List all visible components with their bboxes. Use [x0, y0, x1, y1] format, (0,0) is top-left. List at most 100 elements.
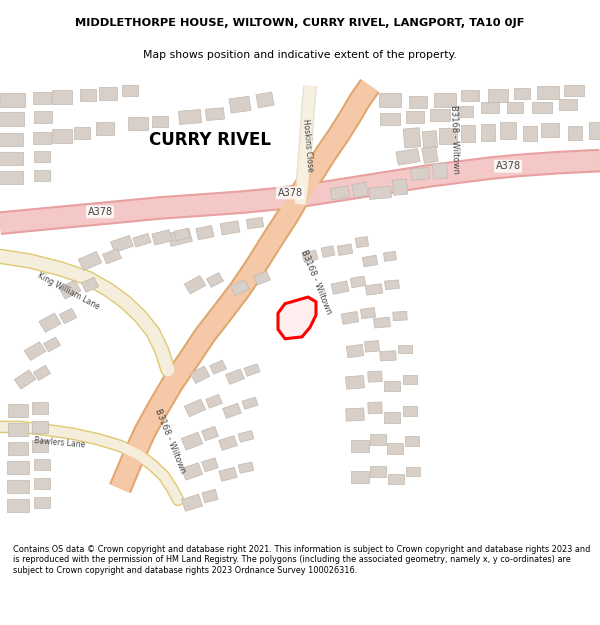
Polygon shape — [387, 444, 403, 454]
Polygon shape — [350, 276, 366, 288]
Polygon shape — [34, 366, 50, 381]
Text: King William Lane: King William Lane — [35, 271, 100, 311]
Polygon shape — [34, 459, 50, 471]
Polygon shape — [229, 96, 251, 113]
Polygon shape — [410, 168, 430, 180]
Polygon shape — [346, 344, 364, 357]
Polygon shape — [380, 112, 400, 125]
Polygon shape — [461, 124, 475, 142]
Text: Contains OS data © Crown copyright and database right 2021. This information is : Contains OS data © Crown copyright and d… — [13, 545, 590, 574]
Polygon shape — [346, 408, 364, 421]
Polygon shape — [8, 442, 28, 456]
Text: A378: A378 — [496, 161, 521, 171]
Polygon shape — [385, 280, 400, 289]
Polygon shape — [247, 217, 263, 229]
Polygon shape — [380, 351, 396, 361]
Polygon shape — [352, 182, 368, 198]
Polygon shape — [34, 151, 50, 162]
Polygon shape — [8, 404, 28, 418]
Polygon shape — [384, 412, 400, 422]
Polygon shape — [537, 86, 559, 99]
Polygon shape — [430, 109, 450, 121]
Polygon shape — [190, 366, 210, 383]
Polygon shape — [481, 102, 499, 113]
Polygon shape — [256, 92, 274, 108]
Text: B3168 - Wiltown: B3168 - Wiltown — [153, 408, 187, 475]
Polygon shape — [8, 423, 28, 436]
Polygon shape — [230, 279, 250, 296]
Polygon shape — [167, 228, 193, 246]
Polygon shape — [43, 337, 61, 352]
Polygon shape — [278, 297, 316, 339]
Polygon shape — [122, 85, 138, 96]
Text: MIDDLETHORPE HOUSE, WILTOWN, CURRY RIVEL, LANGPORT, TA10 0JF: MIDDLETHORPE HOUSE, WILTOWN, CURRY RIVEL… — [75, 18, 525, 28]
Polygon shape — [33, 132, 51, 144]
Polygon shape — [238, 431, 254, 442]
Polygon shape — [34, 478, 50, 489]
Polygon shape — [500, 122, 516, 139]
Polygon shape — [393, 311, 407, 321]
Polygon shape — [409, 96, 427, 108]
Polygon shape — [383, 251, 397, 261]
Polygon shape — [403, 406, 417, 416]
Polygon shape — [7, 461, 29, 474]
Text: B3168 - Wiltown: B3168 - Wiltown — [449, 105, 461, 174]
Polygon shape — [103, 249, 121, 264]
Polygon shape — [589, 122, 600, 139]
Polygon shape — [368, 402, 382, 414]
Polygon shape — [351, 471, 369, 483]
Polygon shape — [174, 229, 190, 241]
Polygon shape — [481, 124, 495, 141]
Polygon shape — [96, 122, 114, 134]
Polygon shape — [33, 92, 51, 104]
Polygon shape — [82, 278, 98, 292]
Polygon shape — [202, 489, 218, 503]
Polygon shape — [398, 345, 412, 354]
Polygon shape — [362, 255, 378, 267]
Polygon shape — [384, 381, 400, 391]
Polygon shape — [368, 371, 382, 382]
Polygon shape — [196, 226, 214, 240]
Polygon shape — [78, 251, 102, 271]
Polygon shape — [523, 126, 537, 141]
Polygon shape — [341, 311, 359, 324]
Polygon shape — [0, 133, 23, 146]
Polygon shape — [0, 171, 23, 184]
Polygon shape — [0, 152, 23, 166]
Polygon shape — [128, 118, 148, 130]
Polygon shape — [181, 432, 203, 450]
Polygon shape — [59, 280, 81, 299]
Polygon shape — [219, 468, 237, 481]
Polygon shape — [392, 179, 407, 195]
Polygon shape — [422, 146, 438, 164]
Polygon shape — [405, 436, 419, 446]
Polygon shape — [439, 128, 457, 144]
Polygon shape — [52, 91, 72, 104]
Polygon shape — [223, 403, 241, 418]
Polygon shape — [514, 88, 530, 99]
Polygon shape — [52, 129, 72, 142]
Polygon shape — [238, 462, 254, 473]
Polygon shape — [321, 246, 335, 258]
Polygon shape — [34, 170, 50, 181]
Polygon shape — [218, 436, 238, 450]
Polygon shape — [184, 276, 206, 294]
Polygon shape — [7, 499, 29, 512]
Text: A378: A378 — [277, 188, 302, 198]
Polygon shape — [403, 375, 417, 384]
Polygon shape — [330, 186, 350, 200]
Polygon shape — [244, 364, 260, 376]
Polygon shape — [24, 342, 46, 361]
Polygon shape — [181, 494, 203, 511]
Polygon shape — [181, 462, 203, 480]
Polygon shape — [365, 284, 383, 295]
Polygon shape — [379, 93, 401, 107]
Polygon shape — [242, 397, 258, 409]
Text: CURRY RIVEL: CURRY RIVEL — [149, 131, 271, 149]
Polygon shape — [80, 89, 96, 101]
Text: Map shows position and indicative extent of the property.: Map shows position and indicative extent… — [143, 50, 457, 60]
Polygon shape — [564, 85, 584, 96]
Polygon shape — [0, 112, 24, 126]
Polygon shape — [133, 233, 151, 247]
Polygon shape — [178, 109, 202, 124]
